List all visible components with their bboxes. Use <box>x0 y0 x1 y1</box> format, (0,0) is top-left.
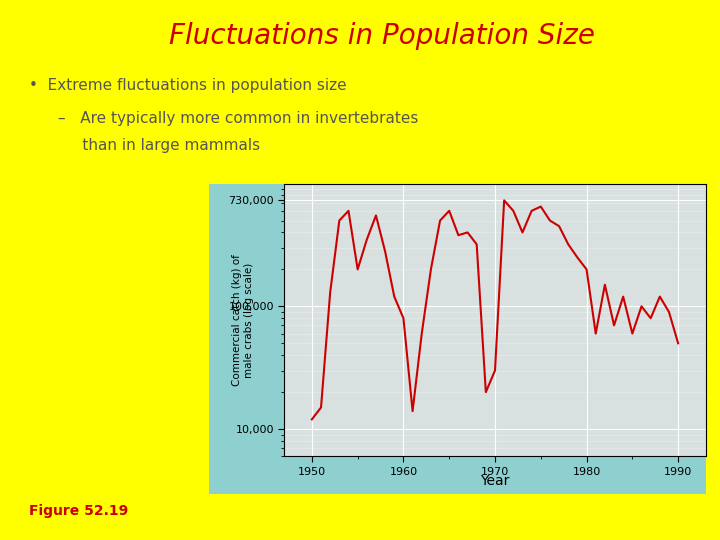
Text: Commercial catch (kg) of
male crabs (log scale): Commercial catch (kg) of male crabs (log… <box>232 254 253 386</box>
Text: than in large mammals: than in large mammals <box>58 138 260 153</box>
Text: •  Extreme fluctuations in population size: • Extreme fluctuations in population siz… <box>29 78 346 93</box>
Text: Figure 52.19: Figure 52.19 <box>29 504 128 518</box>
Text: Fluctuations in Population Size: Fluctuations in Population Size <box>168 22 595 50</box>
Text: Year: Year <box>480 474 510 488</box>
Text: –   Are typically more common in invertebrates: – Are typically more common in invertebr… <box>58 111 418 126</box>
